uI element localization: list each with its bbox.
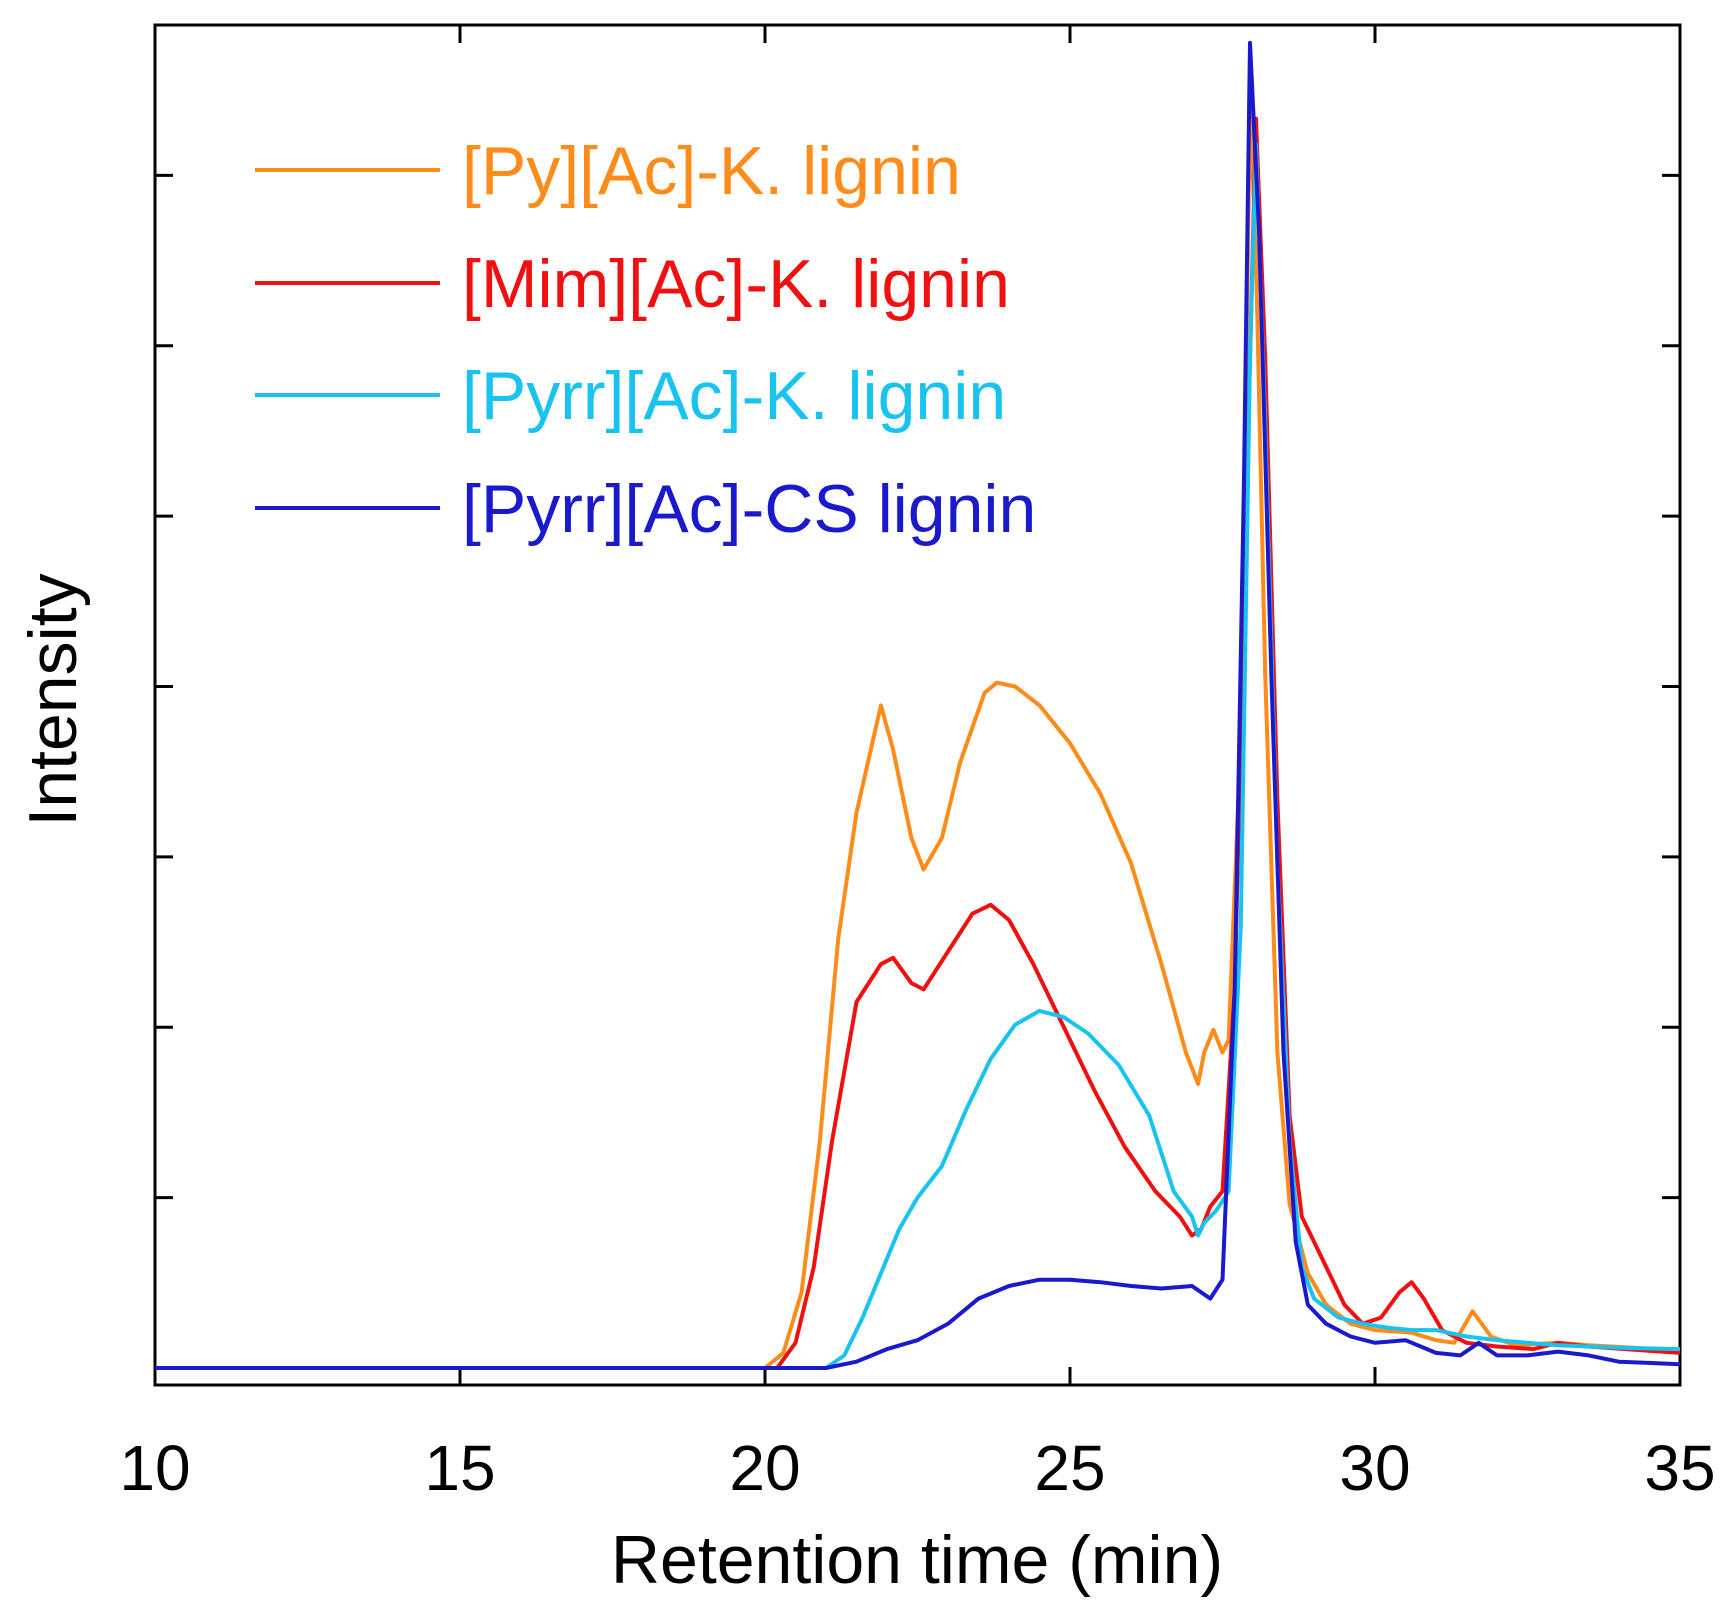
x-tick-label-30: 30: [1339, 1432, 1410, 1504]
legend-label-1: [Mim][Ac]-K. lignin: [462, 246, 1010, 322]
x-tick-label-10: 10: [119, 1432, 190, 1504]
legend-label-0: [Py][Ac]-K. lignin: [462, 133, 961, 209]
y-axis-ticks: [155, 173, 1680, 1200]
series-line-3: [155, 40, 1681, 1370]
plot-frame: [153, 23, 1682, 1387]
legend-label-2: [Pyrr][Ac]-K. lignin: [462, 358, 1006, 434]
x-tick-label-35: 35: [1644, 1432, 1715, 1504]
y-axis-title: Intensity: [15, 573, 91, 826]
x-axis-title: Retention time (min): [611, 1522, 1223, 1598]
series-line-0: [155, 104, 1681, 1370]
x-tick-label-20: 20: [729, 1432, 800, 1504]
series-layer: [155, 40, 1681, 1370]
legend-label-3: [Pyrr][Ac]-CS lignin: [462, 471, 1036, 547]
legend: [Py][Ac]-K. lignin [Mim][Ac]-K. lignin [Py…: [255, 133, 1036, 547]
series-line-1: [155, 116, 1681, 1370]
x-tick-label-15: 15: [424, 1432, 495, 1504]
x-tick-label-25: 25: [1034, 1432, 1105, 1504]
series-line-2: [155, 141, 1681, 1370]
